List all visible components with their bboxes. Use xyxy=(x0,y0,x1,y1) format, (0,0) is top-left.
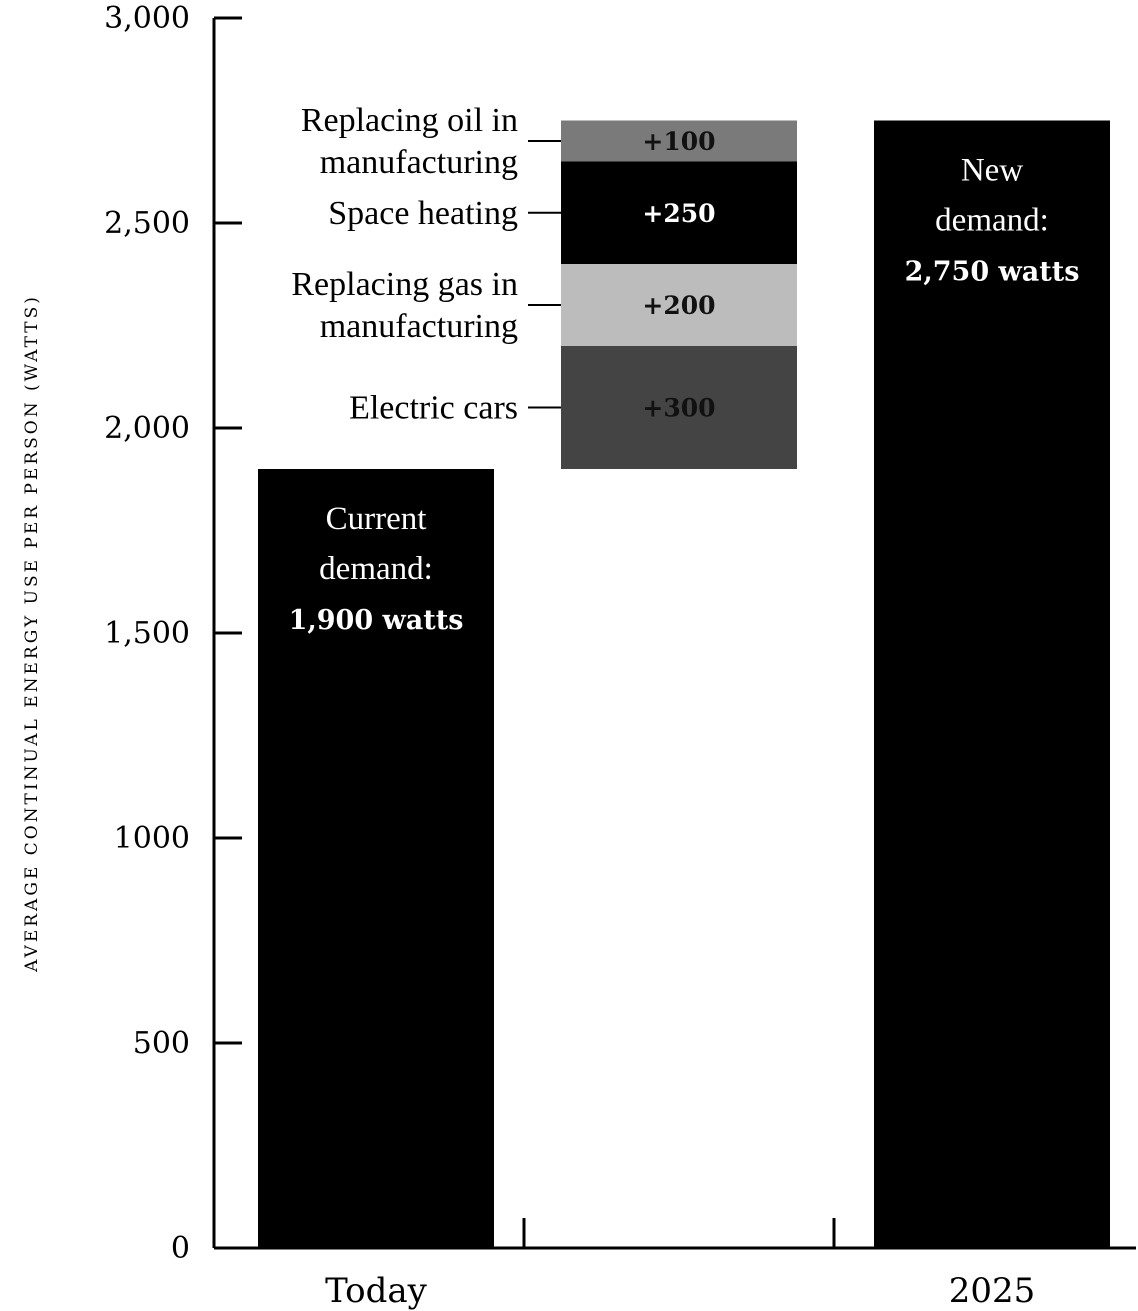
increment-segment xyxy=(561,161,797,264)
y-tick-label: 1000 xyxy=(114,821,190,856)
bar-annotation-line: 2,750 watts xyxy=(905,257,1080,288)
y-tick-label: 2,000 xyxy=(104,411,190,446)
increment-label: Replacing oil in xyxy=(301,102,518,139)
x-category-label: 2025 xyxy=(949,1271,1036,1311)
increment-value-label: +250 xyxy=(642,199,715,228)
x-category-label: Today xyxy=(325,1271,428,1311)
increment-label: Replacing gas in xyxy=(291,266,518,303)
y-tick-label: 1,500 xyxy=(104,616,190,651)
increment-label: Space heating xyxy=(328,195,518,232)
bar-annotation-line: Current xyxy=(326,501,427,537)
increment-segment xyxy=(561,120,797,162)
y-tick-label: 3,000 xyxy=(104,1,190,36)
increment-label: Electric cars xyxy=(349,390,518,427)
increment-value-label: +300 xyxy=(642,394,715,423)
increment-segment xyxy=(561,346,797,469)
bar-2025 xyxy=(874,120,1110,1248)
y-tick-label: 0 xyxy=(171,1231,190,1266)
bar-annotation-line: demand: xyxy=(935,203,1049,239)
y-axis-label: AVERAGE CONTINUAL ENERGY USE PER PERSON … xyxy=(22,294,42,973)
bar-today xyxy=(258,469,494,1248)
y-tick-label: 2,500 xyxy=(104,206,190,241)
y-tick-label: 500 xyxy=(133,1026,190,1061)
increment-segment xyxy=(561,264,797,346)
bar-annotation-line: demand: xyxy=(319,551,433,587)
increment-value-label: +100 xyxy=(642,127,715,156)
increment-value-label: +200 xyxy=(642,291,715,320)
increment-label: manufacturing xyxy=(320,308,518,345)
bar-annotation-line: New xyxy=(961,153,1023,189)
increment-label: manufacturing xyxy=(320,144,518,181)
bar-annotation-line: 1,900 watts xyxy=(289,605,464,636)
